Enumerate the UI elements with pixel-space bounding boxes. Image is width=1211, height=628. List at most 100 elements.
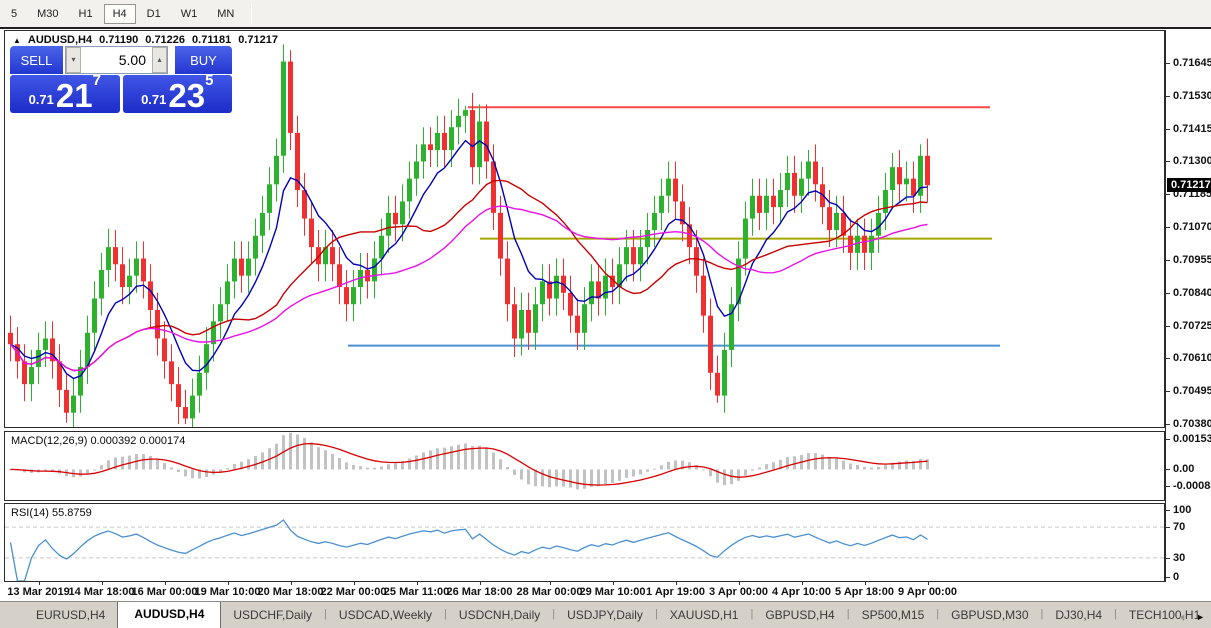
sell-price-big: 21 bbox=[55, 77, 93, 114]
rsi-tick-tick bbox=[1166, 577, 1170, 578]
collapse-panel-icon[interactable]: ▲ bbox=[13, 35, 21, 45]
tab-scroll-right-icon[interactable]: ► bbox=[1196, 612, 1205, 622]
tab-tech100-h1[interactable]: TECH100,H1 bbox=[1128, 608, 1201, 622]
rsi-pane[interactable]: RSI(14) 55.8759 bbox=[4, 503, 1165, 582]
time-tick bbox=[612, 582, 614, 585]
close-value: 0.71217 bbox=[238, 34, 278, 46]
tab-divider: | bbox=[552, 608, 556, 620]
rsi-tick-tick bbox=[1166, 527, 1170, 529]
open-value: 0.71190 bbox=[99, 34, 139, 46]
price-tick: 0.71530 bbox=[1173, 89, 1211, 102]
time-label: 16 Mar 00:00 bbox=[131, 586, 198, 598]
tab-dj30-h4[interactable]: DJ30,H4 bbox=[1055, 608, 1103, 622]
price-tick: 0.71645 bbox=[1173, 56, 1211, 69]
tab-divider: | bbox=[936, 608, 940, 620]
tab-eurusd-h4[interactable]: EURUSD,H4 bbox=[36, 608, 106, 622]
buy-price-prefix: 0.71 bbox=[141, 92, 167, 107]
sell-price-display[interactable]: 0.71 21 7 bbox=[10, 72, 120, 114]
time-label: 14 Mar 18:00 bbox=[68, 586, 135, 598]
tab-usdjpy-daily[interactable]: USDJPY,Daily bbox=[567, 608, 643, 622]
time-tick bbox=[353, 582, 355, 585]
time-tick bbox=[927, 582, 929, 585]
price-tick-tick bbox=[1166, 194, 1170, 196]
tab-gbpusd-m30[interactable]: GBPUSD,M30 bbox=[951, 608, 1029, 622]
tab-divider: | bbox=[654, 608, 658, 620]
tab-gbpusd-h4[interactable]: GBPUSD,H4 bbox=[765, 608, 835, 622]
timeframe-button-h4[interactable]: H4 bbox=[103, 3, 136, 24]
main-chart-pane[interactable]: ▲ AUDUSD,H4 0.71190 0.71226 0.71181 0.71… bbox=[4, 30, 1165, 428]
tab-xauusd-h1[interactable]: XAUUSD,H1 bbox=[669, 608, 739, 622]
macd-tick: 0.00 bbox=[1173, 463, 1195, 476]
price-tick: 0.70495 bbox=[1173, 385, 1211, 398]
sell-price-prefix: 0.71 bbox=[28, 92, 54, 107]
tab-divider: | bbox=[444, 608, 447, 620]
tab-divider: | bbox=[846, 608, 850, 620]
tab-divider: | bbox=[324, 608, 327, 620]
timeframe-button-m30[interactable]: M30 bbox=[28, 4, 67, 24]
tab-usdcnh-daily[interactable]: USDCNH,Daily bbox=[458, 608, 541, 622]
timeframe-button-mn[interactable]: MN bbox=[208, 4, 243, 24]
sell-button[interactable]: SELL bbox=[10, 46, 63, 74]
macd-signal-line bbox=[10, 442, 928, 486]
volume-increase-icon[interactable]: ▴ bbox=[152, 47, 167, 73]
rsi-tick: 0 bbox=[1173, 571, 1180, 583]
buy-price-display[interactable]: 0.71 23 5 bbox=[122, 73, 232, 113]
symbol-label: AUDUSD,H4 bbox=[27, 34, 93, 46]
tab-scroll-left-icon[interactable]: ◄ bbox=[1177, 612, 1187, 622]
buy-button[interactable]: BUY bbox=[175, 46, 232, 74]
time-label: 26 Mar 18:00 bbox=[446, 586, 513, 598]
tab-audusd-h4[interactable]: AUDUSD,H4 bbox=[117, 602, 222, 628]
price-tick-tick bbox=[1166, 292, 1170, 294]
time-label: 1 Apr 19:00 bbox=[646, 586, 705, 598]
price-tick-tick bbox=[1166, 161, 1170, 163]
time-tick bbox=[38, 582, 40, 585]
tab-divider: | bbox=[1040, 608, 1044, 620]
candles bbox=[8, 44, 930, 427]
tab-usdcad-weekly[interactable]: USDCAD,Weekly bbox=[338, 608, 433, 622]
price-scale[interactable]: 0.71645 0.71530 0.71415 0.71300 0.71185 0.710… bbox=[1165, 30, 1211, 583]
price-tick-tick bbox=[1166, 227, 1170, 229]
rsi-tick-tick bbox=[1166, 557, 1170, 559]
chart-tab-bar: EURUSD,H4 AUDUSD,H4 USDCHF,Daily | USDCAD,We… bbox=[0, 601, 1211, 628]
price-tick-tick bbox=[1166, 259, 1170, 261]
chart-ohlc-header: ▲ AUDUSD,H4 0.71190 0.71226 0.71181 0.71… bbox=[13, 34, 278, 46]
sell-price-sup: 7 bbox=[92, 72, 101, 89]
price-tick-tick bbox=[1166, 95, 1170, 97]
toolbar-divider bbox=[251, 3, 253, 24]
macd-tick-tick bbox=[1166, 485, 1170, 487]
time-label: 22 Mar 00:00 bbox=[320, 586, 387, 598]
macd-tick-tick bbox=[1166, 469, 1170, 471]
volume-spinner: ▾ ▴ bbox=[65, 46, 168, 74]
timeframe-button-h1[interactable]: H1 bbox=[70, 4, 102, 24]
time-tick bbox=[290, 582, 292, 585]
time-tick bbox=[675, 582, 677, 585]
candlestick-chart[interactable] bbox=[5, 31, 1164, 427]
toolbar-separator bbox=[0, 27, 1211, 29]
rsi-label: RSI(14) 55.8759 bbox=[11, 507, 92, 519]
macd-chart bbox=[9, 432, 929, 490]
timeframe-button-5[interactable]: 5 bbox=[2, 4, 26, 24]
macd-tick: 0.001538 bbox=[1173, 433, 1211, 446]
time-tick bbox=[101, 582, 103, 585]
time-tick bbox=[801, 582, 803, 585]
price-tick: 0.71300 bbox=[1173, 155, 1211, 168]
volume-input[interactable] bbox=[81, 47, 152, 73]
tab-divider: | bbox=[750, 608, 754, 620]
price-tick: 0.71415 bbox=[1173, 122, 1211, 135]
tab-sp500-m15[interactable]: SP500,M15 bbox=[861, 608, 925, 622]
horizontal-lines bbox=[348, 106, 1000, 347]
timeframe-button-d1[interactable]: D1 bbox=[138, 4, 170, 24]
time-label: 19 Mar 10:00 bbox=[194, 586, 261, 598]
timeframe-button-w1[interactable]: W1 bbox=[172, 4, 207, 24]
tab-usdchf-daily[interactable]: USDCHF,Daily bbox=[233, 608, 313, 622]
price-tick: 0.70610 bbox=[1173, 352, 1211, 365]
volume-decrease-icon[interactable]: ▾ bbox=[66, 47, 81, 73]
price-tick: 0.70380 bbox=[1173, 418, 1211, 431]
tab-divider: | bbox=[1114, 608, 1117, 620]
price-tick-tick bbox=[1166, 424, 1170, 426]
time-tick bbox=[164, 582, 166, 585]
macd-pane[interactable]: MACD(12,26,9) 0.000392 0.000174 bbox=[4, 431, 1165, 501]
time-axis[interactable]: 13 Mar 2019 14 Mar 18:00 16 Mar 00:00 19 Ma… bbox=[0, 582, 1211, 601]
time-tick bbox=[864, 582, 866, 585]
